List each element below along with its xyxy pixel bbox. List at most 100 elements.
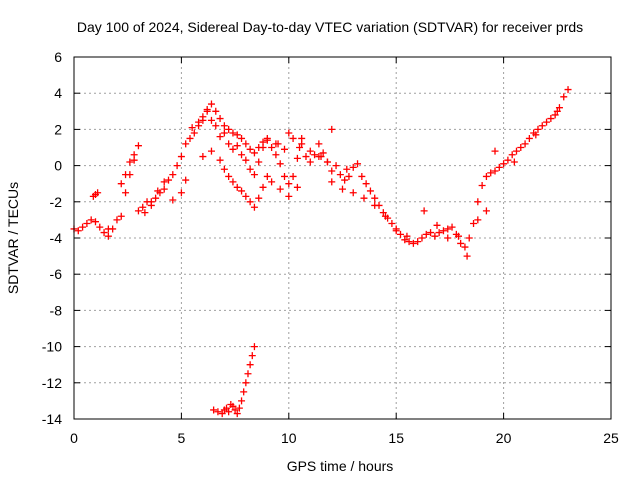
data-point [403, 232, 411, 240]
data-point [274, 140, 282, 148]
data-point [250, 149, 258, 157]
data-point [281, 145, 289, 153]
y-tick-label: -8 [50, 302, 63, 318]
data-point [255, 158, 263, 166]
data-point [242, 379, 250, 387]
data-point [268, 178, 276, 186]
data-point [152, 194, 160, 202]
data-point [235, 404, 243, 412]
y-axis-label: SDTVAR / TECUs [5, 182, 21, 294]
data-point [212, 122, 220, 130]
data-point [216, 133, 224, 141]
data-point [339, 185, 346, 193]
data-point [435, 229, 443, 237]
data-point [246, 198, 254, 206]
x-tick-label: 20 [496, 430, 512, 446]
data-point [311, 151, 319, 159]
data-point [564, 86, 572, 94]
data-point [83, 220, 91, 228]
data-point [354, 160, 362, 168]
series-upper-band [188, 100, 331, 166]
data-point [465, 234, 473, 242]
data-point [160, 185, 168, 193]
data-point [210, 406, 218, 414]
data-point [371, 194, 379, 202]
data-point [328, 167, 336, 175]
data-point [87, 216, 95, 224]
data-point [165, 176, 173, 184]
data-point [474, 198, 482, 206]
data-point [512, 147, 520, 155]
data-point [285, 192, 293, 200]
data-point [207, 100, 215, 108]
data-point [392, 225, 400, 233]
data-point [482, 172, 490, 180]
data-point [233, 410, 241, 418]
x-tick-label: 5 [178, 430, 186, 446]
data-point [113, 216, 121, 224]
data-point [328, 178, 336, 186]
data-point [414, 238, 422, 246]
data-point [216, 115, 224, 123]
data-point [521, 140, 529, 148]
x-tick-label: 0 [70, 430, 78, 446]
data-point [547, 115, 555, 123]
data-point [250, 343, 258, 351]
data-point [358, 172, 366, 180]
data-marks [70, 86, 572, 418]
data-point [246, 361, 254, 369]
data-point [285, 180, 293, 188]
data-point [255, 194, 263, 202]
data-point [343, 165, 351, 173]
data-point [433, 221, 441, 229]
y-tick-label: -4 [50, 230, 63, 246]
data-point [160, 178, 168, 186]
data-point [126, 158, 134, 166]
data-point [169, 196, 177, 204]
data-point [122, 189, 130, 197]
data-point [474, 216, 482, 224]
data-point [543, 118, 551, 126]
data-point [560, 93, 568, 101]
data-point [317, 153, 325, 161]
data-point [233, 183, 241, 191]
data-point [229, 402, 237, 410]
data-point [203, 105, 211, 113]
data-point [388, 220, 396, 228]
data-point [463, 252, 471, 260]
axis-ticks: 0 5 10 15 20 25 -14 -12 -10 -8 -6 -4 -2 0 2 4 6 [42, 49, 619, 446]
x-tick-label: 15 [388, 430, 404, 446]
grid [74, 57, 611, 419]
data-point [341, 176, 349, 184]
data-point [293, 154, 301, 162]
data-point [91, 218, 99, 226]
data-point [553, 107, 561, 115]
data-point [177, 189, 185, 197]
data-point [555, 104, 563, 112]
data-point [229, 178, 237, 186]
data-point [117, 180, 125, 188]
data-point [207, 147, 215, 155]
data-point [272, 151, 280, 159]
data-point [491, 147, 499, 155]
data-point [199, 113, 207, 121]
data-point [366, 187, 374, 195]
data-point [500, 160, 508, 168]
data-point [212, 107, 220, 115]
y-tick-label: -12 [42, 375, 62, 391]
data-point [491, 167, 499, 175]
data-point [79, 223, 87, 231]
series-lower-band [199, 147, 389, 220]
data-point [315, 140, 323, 148]
data-point [139, 203, 147, 211]
data-point [199, 153, 207, 161]
data-point [154, 187, 162, 195]
y-tick-label: 4 [54, 85, 62, 101]
data-point [323, 158, 331, 166]
y-tick-label: 2 [54, 121, 62, 137]
data-point [405, 238, 413, 246]
data-point [298, 140, 306, 148]
data-point [190, 129, 198, 137]
data-point [328, 125, 336, 133]
data-point [225, 408, 233, 416]
